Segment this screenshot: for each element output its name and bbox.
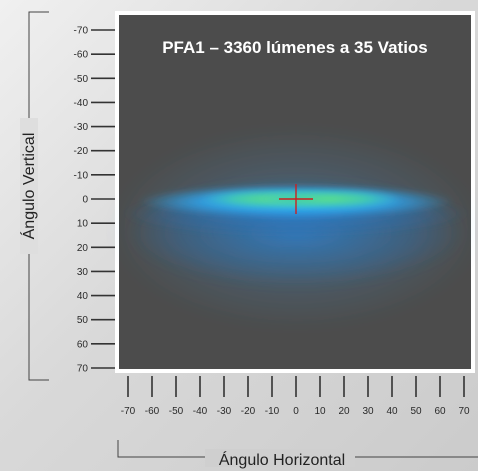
y-tick-label: 0 <box>82 195 88 206</box>
beam-hotspot-right <box>257 189 402 209</box>
y-tick-label: 20 <box>77 243 89 254</box>
y-tick-label: 40 <box>77 291 89 302</box>
beam-pattern <box>108 126 478 330</box>
x-tick-label: -40 <box>193 406 208 417</box>
x-tick-label: -20 <box>241 406 256 417</box>
y-tick-label: -60 <box>74 50 89 61</box>
y-tick-label: 10 <box>77 219 89 230</box>
x-tick-label: -30 <box>217 406 232 417</box>
x-tick-label: 60 <box>434 406 446 417</box>
y-axis-title-group: Ángulo Vertical <box>19 118 38 254</box>
chart-title: PFA1 – 3360 lúmenes a 35 Vatios <box>162 38 428 57</box>
x-axis-title: Ángulo Horizontal <box>219 450 345 469</box>
x-tick-label: 50 <box>410 406 422 417</box>
y-tick-label: -10 <box>74 170 89 181</box>
y-tick-label: 60 <box>77 339 89 350</box>
x-tick-label: 30 <box>362 406 374 417</box>
y-tick-label: -20 <box>74 146 89 157</box>
x-tick-label: 20 <box>338 406 350 417</box>
x-tick-label: 70 <box>458 406 470 417</box>
x-tick-label: 0 <box>293 406 299 417</box>
x-tick-label: -50 <box>169 406 184 417</box>
y-tick-label: 30 <box>77 267 89 278</box>
y-axis-title: Ángulo Vertical <box>19 133 38 240</box>
y-tick-label: 50 <box>77 315 89 326</box>
x-axis-title-group: Ángulo Horizontal <box>205 449 355 469</box>
y-tick-label: -70 <box>74 26 89 37</box>
y-tick-label: 70 <box>77 364 89 375</box>
y-tick-label: -40 <box>74 98 89 109</box>
x-tick-label: 40 <box>386 406 398 417</box>
x-tick-label: -70 <box>121 406 136 417</box>
crosshair-marker <box>279 184 313 214</box>
x-axis: -70 -60 -50 -40 -30 -20 -10 0 10 20 30 40 50 60 70 <box>121 376 470 417</box>
y-tick-label: -30 <box>74 122 89 133</box>
x-tick-label: -10 <box>265 406 280 417</box>
x-tick-label: -60 <box>145 406 160 417</box>
y-tick-label: -50 <box>74 74 89 85</box>
y-axis: -70 -60 -50 -40 -30 -20 -10 0 10 20 30 40 50 60 70 <box>74 26 115 375</box>
x-tick-label: 10 <box>314 406 326 417</box>
